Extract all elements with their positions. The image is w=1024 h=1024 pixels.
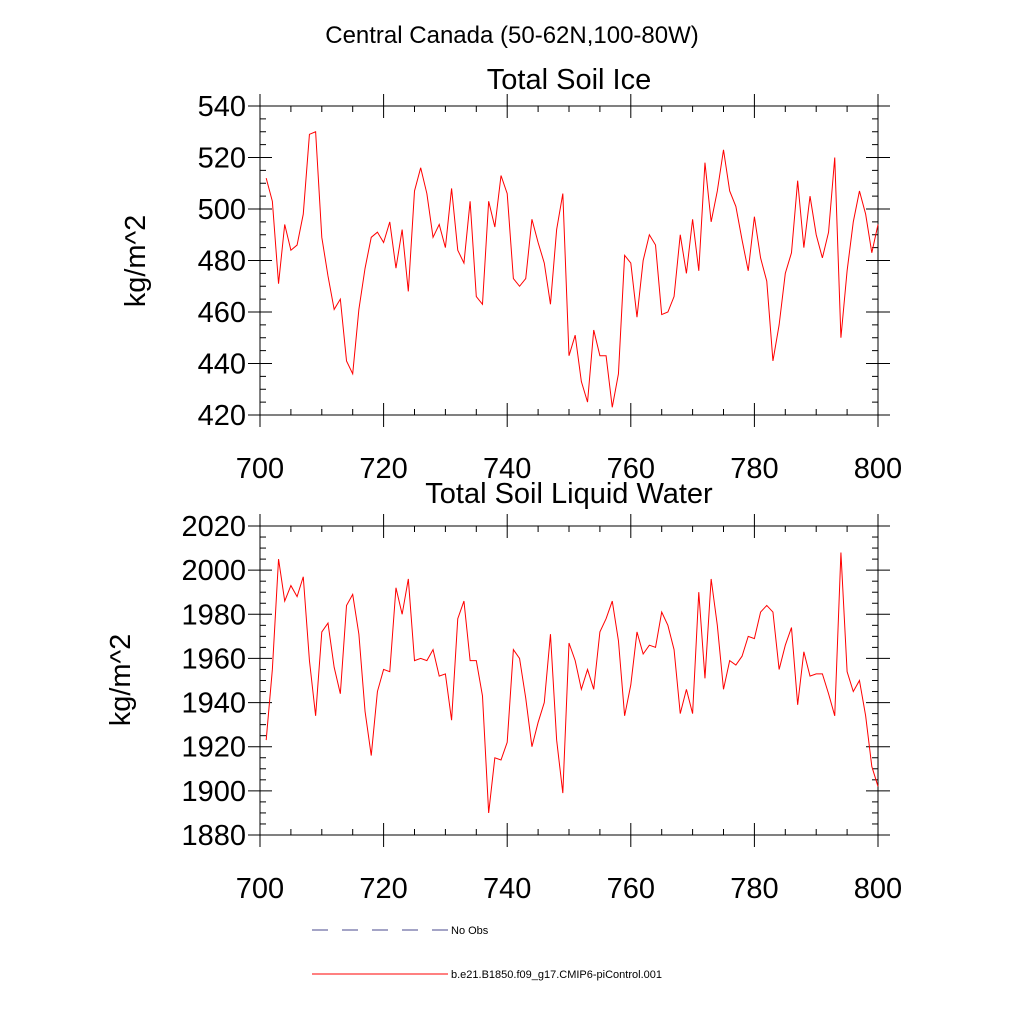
series-line-1 bbox=[265, 552, 879, 813]
legend-label-no-obs: No Obs bbox=[451, 925, 489, 937]
y-tick-label: 540 bbox=[198, 91, 246, 123]
chart-title: Total Soil Ice bbox=[487, 64, 651, 96]
series-line-1 bbox=[265, 131, 879, 408]
y-tick-label: 520 bbox=[198, 143, 246, 175]
chart-panels: Total Soil Ice kg/m^2 700 720 740 760 780 800 42… bbox=[105, 64, 902, 905]
tick-marks bbox=[248, 514, 890, 847]
chart-panel-2: Total Soil Liquid Water kg/m^2 700 720 740 76… bbox=[105, 478, 902, 905]
y-tick-label: 420 bbox=[198, 400, 246, 432]
x-tick-label: 740 bbox=[483, 453, 531, 485]
y-tick-label: 1960 bbox=[181, 643, 246, 675]
x-tick-label: 780 bbox=[730, 453, 778, 485]
chart-title: Total Soil Liquid Water bbox=[425, 478, 713, 510]
x-tick-label: 760 bbox=[607, 873, 655, 905]
figure-title: Central Canada (50-62N,100-80W) bbox=[325, 22, 699, 49]
y-tick-label: 1900 bbox=[181, 776, 246, 808]
legend: No Obs b.e21.B1850.f09_g17.CMIP6-piContr… bbox=[312, 925, 662, 981]
legend-label-model: b.e21.B1850.f09_g17.CMIP6-piControl.001 bbox=[451, 969, 662, 981]
y-tick-label: 1920 bbox=[181, 732, 246, 764]
plot-frame bbox=[259, 525, 879, 836]
x-tick-label: 700 bbox=[236, 873, 284, 905]
x-tick-label: 800 bbox=[854, 453, 902, 485]
y-tick-label: 1940 bbox=[181, 688, 246, 720]
y-tick-label: 2000 bbox=[181, 555, 246, 587]
x-tick-label: 760 bbox=[607, 453, 655, 485]
x-tick-label: 700 bbox=[236, 453, 284, 485]
y-tick-label: 1980 bbox=[181, 599, 246, 631]
y-tick-label: 460 bbox=[198, 297, 246, 329]
tick-marks bbox=[248, 94, 890, 427]
y-axis-label: kg/m^2 bbox=[105, 634, 137, 727]
y-tick-label: 1880 bbox=[181, 820, 246, 852]
x-tick-label: 740 bbox=[483, 873, 531, 905]
y-axis-label: kg/m^2 bbox=[120, 215, 152, 308]
y-tick-label: 440 bbox=[198, 349, 246, 381]
y-tick-label: 480 bbox=[198, 246, 246, 278]
x-tick-label: 800 bbox=[854, 873, 902, 905]
y-tick-label: 500 bbox=[198, 194, 246, 226]
y-tick-label: 2020 bbox=[181, 511, 246, 543]
x-tick-label: 720 bbox=[359, 873, 407, 905]
x-tick-label: 780 bbox=[730, 873, 778, 905]
chart-panel-1: Total Soil Ice kg/m^2 700 720 740 760 780 800 42… bbox=[120, 64, 902, 485]
x-tick-label: 720 bbox=[359, 453, 407, 485]
